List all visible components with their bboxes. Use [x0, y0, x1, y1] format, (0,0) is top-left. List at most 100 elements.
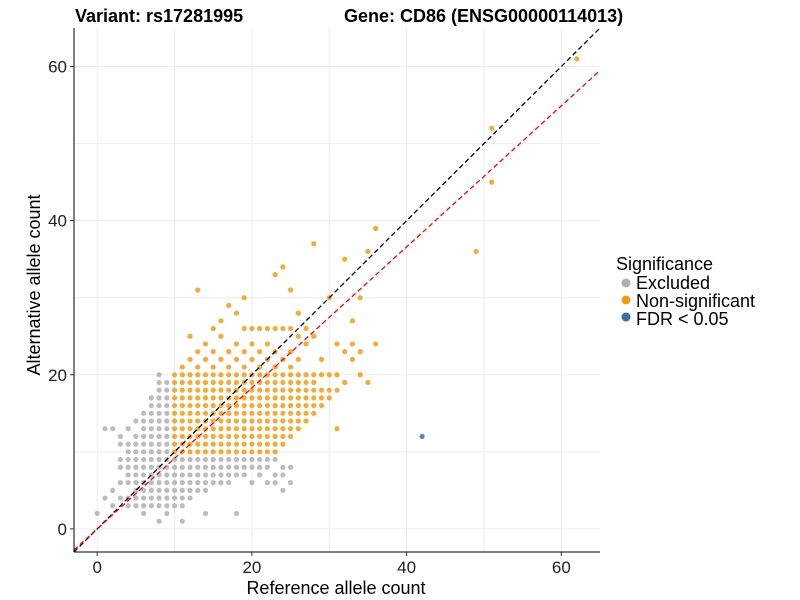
point-non-significant [218, 372, 224, 378]
point-non-significant [195, 418, 201, 424]
point-non-significant [365, 248, 371, 255]
point-fdr-0-05 [419, 433, 425, 440]
point-excluded [164, 441, 170, 447]
x-tick-label: 0 [92, 558, 101, 577]
point-non-significant [264, 402, 270, 409]
point-non-significant [202, 449, 209, 455]
point-excluded [171, 464, 178, 470]
point-non-significant [218, 333, 224, 339]
point-excluded [218, 464, 224, 470]
point-non-significant [226, 379, 232, 386]
point-excluded [117, 464, 124, 470]
point-non-significant [287, 379, 294, 386]
point-non-significant [311, 372, 317, 378]
point-excluded [125, 472, 131, 478]
point-excluded [171, 480, 178, 486]
point-non-significant [195, 364, 201, 370]
point-non-significant [272, 372, 278, 378]
point-non-significant [171, 410, 178, 416]
point-non-significant [295, 333, 301, 339]
point-excluded [94, 510, 100, 517]
point-excluded [202, 487, 209, 493]
point-non-significant [272, 433, 278, 440]
point-excluded [287, 464, 294, 470]
point-excluded [280, 464, 286, 470]
y-tick-label: 0 [58, 520, 67, 539]
point-non-significant [574, 56, 580, 62]
point-excluded [179, 456, 185, 463]
point-excluded [164, 402, 170, 409]
point-excluded [210, 472, 216, 478]
point-excluded [164, 449, 170, 455]
point-excluded [202, 456, 209, 463]
point-non-significant [210, 379, 216, 386]
point-excluded [257, 472, 263, 478]
point-non-significant [303, 418, 309, 424]
point-non-significant [326, 387, 332, 393]
point-non-significant [171, 379, 178, 386]
point-non-significant [241, 410, 247, 416]
point-excluded [280, 487, 286, 493]
point-excluded [171, 503, 178, 509]
point-excluded [164, 495, 170, 501]
point-non-significant [202, 341, 209, 347]
point-excluded [164, 510, 170, 517]
point-non-significant [226, 426, 232, 432]
point-non-significant [195, 379, 201, 386]
point-non-significant [171, 387, 178, 393]
grid [74, 28, 600, 552]
point-excluded [210, 480, 216, 486]
point-excluded [195, 456, 201, 463]
point-non-significant [241, 402, 247, 409]
point-non-significant [264, 341, 270, 347]
point-excluded [110, 503, 116, 509]
point-non-significant [318, 395, 325, 401]
point-non-significant [295, 372, 301, 378]
point-non-significant [257, 395, 263, 401]
point-non-significant [287, 433, 294, 440]
point-non-significant [249, 325, 255, 332]
point-non-significant [241, 295, 247, 301]
point-excluded [141, 503, 147, 509]
point-non-significant [226, 364, 232, 370]
legend-label-excluded: Excluded [636, 273, 710, 293]
point-non-significant [249, 387, 255, 393]
point-non-significant [272, 449, 278, 455]
point-non-significant [210, 364, 216, 370]
point-non-significant [264, 426, 270, 432]
point-non-significant [257, 349, 263, 355]
point-excluded [102, 426, 108, 432]
point-non-significant [287, 426, 294, 432]
point-excluded [257, 464, 263, 470]
point-non-significant [264, 418, 270, 424]
point-non-significant [187, 356, 193, 362]
point-non-significant [195, 387, 201, 393]
point-non-significant [226, 372, 232, 378]
point-non-significant [311, 333, 317, 339]
point-excluded [117, 495, 124, 501]
point-non-significant [195, 372, 201, 378]
point-non-significant [318, 387, 325, 393]
point-excluded [187, 464, 193, 470]
point-non-significant [349, 356, 356, 362]
point-excluded [133, 418, 139, 424]
point-non-significant [303, 341, 309, 347]
point-non-significant [218, 379, 224, 386]
point-non-significant [226, 302, 232, 309]
point-excluded [179, 503, 185, 509]
point-non-significant [272, 395, 278, 401]
point-non-significant [241, 349, 247, 355]
point-non-significant [287, 418, 294, 424]
point-excluded [171, 472, 178, 478]
legend-swatch-excluded [621, 278, 631, 288]
point-excluded [164, 410, 170, 416]
point-excluded [156, 379, 162, 386]
point-excluded [141, 418, 147, 424]
line-fit [73, 70, 601, 551]
point-non-significant [226, 402, 232, 409]
point-non-significant [233, 356, 240, 362]
point-non-significant [280, 441, 286, 447]
point-non-significant [202, 379, 209, 386]
point-excluded [287, 480, 294, 486]
point-non-significant [187, 418, 193, 424]
